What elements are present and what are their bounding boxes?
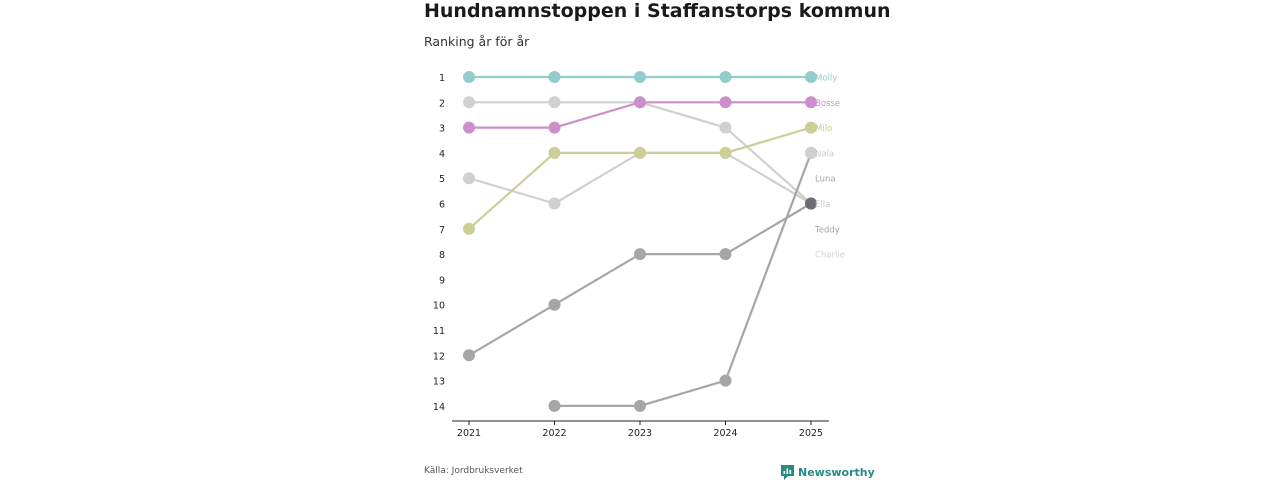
series-line-luna xyxy=(554,152,813,407)
y-tick-label-1: 1 xyxy=(439,73,445,84)
end-label-milo: Milo xyxy=(815,124,832,134)
series-line-charlie xyxy=(468,151,812,205)
end-label-molly: Molly xyxy=(815,74,837,84)
point-molly-2021 xyxy=(463,71,475,83)
end-label-teddy: Teddy xyxy=(814,225,840,235)
point-luna-2023 xyxy=(634,399,646,412)
point-milo-2025 xyxy=(805,121,817,134)
y-tick-label-13: 13 xyxy=(433,377,445,388)
end-label-charlie: Charlie xyxy=(815,251,845,261)
point-bosse-2022 xyxy=(548,121,561,134)
newsworthy-icon xyxy=(781,464,794,480)
y-tick-label-14: 14 xyxy=(433,402,445,413)
point-bosse-2021 xyxy=(463,121,475,134)
y-tick-label-8: 8 xyxy=(439,250,445,261)
point-ella-2024 xyxy=(719,248,732,261)
y-tick-label-10: 10 xyxy=(433,301,445,312)
x-tick-label-2025: 2025 xyxy=(799,428,823,439)
point-charlie-2021 xyxy=(463,172,475,185)
x-tick-label-2021: 2021 xyxy=(457,428,481,439)
point-milo-2023 xyxy=(634,146,646,159)
brand-logo[interactable]: Newsworthy xyxy=(781,464,875,480)
y-tick-label-4: 4 xyxy=(439,149,445,160)
chart-subtitle: Ranking år för år xyxy=(424,34,530,49)
y-tick-label-9: 9 xyxy=(439,275,445,286)
end-label-bosse: Bosse xyxy=(815,99,840,109)
y-tick-label-11: 11 xyxy=(433,326,445,337)
end-label-luna: Luna xyxy=(815,175,836,185)
y-tick-label-2: 2 xyxy=(439,98,445,109)
point-teddy-2024 xyxy=(719,121,732,134)
point-bosse-2023 xyxy=(634,96,646,109)
end-label-ella: Ella xyxy=(815,200,830,210)
point-milo-2022 xyxy=(548,146,561,159)
y-tick-label-12: 12 xyxy=(433,351,445,362)
point-nala-2025 xyxy=(805,146,817,159)
y-tick-label-5: 5 xyxy=(439,174,445,185)
lines-layer xyxy=(468,75,813,407)
point-highlight-ella xyxy=(805,197,817,210)
point-molly-2024 xyxy=(719,71,732,83)
end-labels-layer: Molly Bosse Milo Nala Luna Ella Teddy Charlie xyxy=(814,74,845,261)
point-luna-2022 xyxy=(548,399,561,412)
point-molly-2025 xyxy=(805,71,817,83)
y-tick-label-7: 7 xyxy=(439,225,445,236)
chart-title: Hundnamnstoppen i Staffanstorps kommun xyxy=(424,0,891,22)
y-tick-label-3: 3 xyxy=(439,124,445,135)
point-bosse-2025 xyxy=(805,96,817,109)
points-layer xyxy=(463,71,817,412)
point-charlie-2022 xyxy=(548,197,561,210)
point-bosse-2024 xyxy=(719,96,732,109)
source-note: Källa: Jordbruksverket xyxy=(424,466,523,476)
point-milo-2021 xyxy=(463,222,475,235)
series-line-milo xyxy=(468,126,812,230)
point-molly-2022 xyxy=(548,71,561,83)
point-teddy-2022 xyxy=(548,96,561,109)
y-tick-label-6: 6 xyxy=(439,200,445,211)
brand-name: Newsworthy xyxy=(798,465,875,479)
x-tick-label-2023: 2023 xyxy=(628,428,652,439)
series-line-ella xyxy=(468,202,812,357)
point-molly-2023 xyxy=(634,71,646,83)
point-ella-2021 xyxy=(463,349,475,362)
point-milo-2024 xyxy=(719,146,732,159)
point-luna-2024 xyxy=(719,374,732,387)
point-ella-2023 xyxy=(634,248,646,261)
x-tick-label-2022: 2022 xyxy=(542,428,566,439)
end-label-nala: Nala xyxy=(815,149,834,159)
point-teddy-2021 xyxy=(463,96,475,109)
point-ella-2022 xyxy=(548,298,561,311)
x-tick-label-2024: 2024 xyxy=(713,428,737,439)
